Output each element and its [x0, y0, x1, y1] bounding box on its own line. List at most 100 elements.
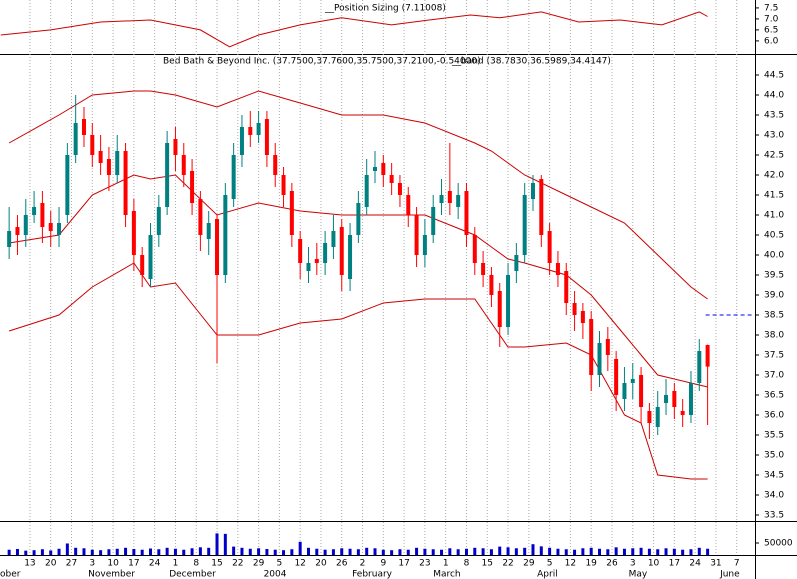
candle-body: [447, 191, 452, 203]
volume-bar: [564, 549, 568, 555]
candle-body: [664, 395, 669, 403]
x-tick-label: 13: [24, 559, 35, 569]
candle-body: [539, 179, 544, 235]
candle-body: [339, 227, 344, 275]
volume-bar: [523, 547, 527, 555]
candle-body: [198, 199, 203, 235]
x-tick-label: 20: [45, 559, 57, 569]
volume-bar: [132, 549, 136, 555]
y-tick-label: 35.0: [764, 451, 784, 461]
volume-bar: [74, 547, 78, 555]
x-tick-label: 31: [710, 559, 721, 569]
volume-bar: [223, 533, 227, 555]
x-tick-label: 22: [502, 559, 513, 569]
volume-bar: [489, 549, 493, 555]
volume-bar: [57, 548, 61, 555]
candle-body: [373, 167, 378, 171]
x-tick-label: 23: [419, 559, 430, 569]
y-tick-label: 44.0: [764, 91, 784, 101]
candle-body: [32, 207, 37, 215]
x-tick-label: 27: [66, 559, 77, 569]
volume-bar: [614, 547, 618, 555]
y-tick-label: 38.5: [764, 311, 784, 321]
x-tick-label: 12: [565, 559, 576, 569]
candle-body: [131, 211, 136, 255]
candle-body: [206, 223, 211, 239]
y-tick-label: 34.0: [764, 491, 784, 501]
volume-bar: [706, 548, 710, 555]
candle-body: [323, 243, 328, 263]
candle-body: [106, 159, 111, 175]
candle-body: [655, 407, 660, 427]
candle-body: [589, 319, 594, 375]
band-line: [8, 90, 708, 300]
candle-body: [281, 175, 286, 195]
x-tick-label: 2: [360, 559, 366, 569]
y-tick-label: 40.0: [764, 251, 784, 261]
volume-bar: [697, 547, 701, 555]
volume-bar: [473, 547, 477, 555]
y-tick-label: 42.0: [764, 171, 784, 181]
indicator-title: __Position Sizing (7.11008): [324, 4, 446, 14]
volume-bar: [240, 547, 244, 555]
candle-body: [547, 231, 552, 263]
x-tick-label: 5: [547, 559, 553, 569]
y-tick-label: 41.5: [764, 191, 784, 201]
candle-body: [48, 223, 53, 231]
y-tick-label: 6.0: [764, 36, 779, 46]
volume-bar: [390, 550, 394, 555]
band-line: [9, 174, 708, 388]
candle-body: [697, 351, 702, 383]
candle-body: [181, 155, 186, 175]
y-tick-label: 6.5: [764, 25, 778, 35]
volume-bar: [622, 548, 626, 555]
candle-body: [439, 195, 444, 203]
volume-bar: [440, 549, 444, 555]
volume-bar: [514, 548, 518, 555]
volume-bar: [315, 548, 319, 555]
x-tick-label: 1: [443, 559, 449, 569]
y-tick-label: 36.5: [764, 391, 784, 401]
volume-bar: [481, 548, 485, 555]
volume-bar: [323, 549, 327, 555]
candle-body: [356, 203, 361, 235]
x-tick-label: 24: [149, 559, 161, 569]
volume-bar: [381, 549, 385, 555]
volume-bar: [157, 549, 161, 555]
candle-body: [364, 175, 369, 207]
candle-body: [348, 235, 353, 279]
volume-bar: [672, 548, 676, 555]
y-tick-label: 37.0: [764, 371, 784, 381]
volume-bar: [257, 548, 261, 555]
volume-bar: [356, 549, 360, 555]
indicator-line: [0, 11, 708, 48]
volume-bar: [40, 549, 44, 555]
volume-bar: [340, 548, 344, 555]
candle-body: [639, 375, 644, 407]
candle-body: [264, 119, 269, 155]
x-tick-label: 8: [193, 559, 199, 569]
x-tick-label: 10: [648, 559, 660, 569]
y-tick-label: 35.5: [764, 431, 784, 441]
month-label: March: [433, 570, 460, 579]
y-tick-label: 40.5: [764, 231, 784, 241]
candle-body: [605, 339, 610, 355]
month-label: April: [537, 570, 558, 579]
volume-bar: [606, 549, 610, 555]
candle-body: [190, 171, 195, 203]
volume-bar: [423, 548, 427, 555]
y-tick-label: 33.5: [764, 511, 784, 521]
volume-bar: [140, 549, 144, 555]
y-tick-label: 36.0: [764, 411, 784, 421]
candle-body: [688, 383, 693, 415]
candle-body: [481, 263, 486, 275]
volume-bar: [664, 548, 668, 555]
candle-body: [564, 271, 569, 303]
volume-bar: [448, 548, 452, 555]
x-tick-label: 29: [523, 559, 535, 569]
band-line: [8, 262, 708, 480]
x-tick-label: 22: [232, 559, 243, 569]
candle-body: [647, 411, 652, 423]
volume-bar: [82, 548, 86, 555]
